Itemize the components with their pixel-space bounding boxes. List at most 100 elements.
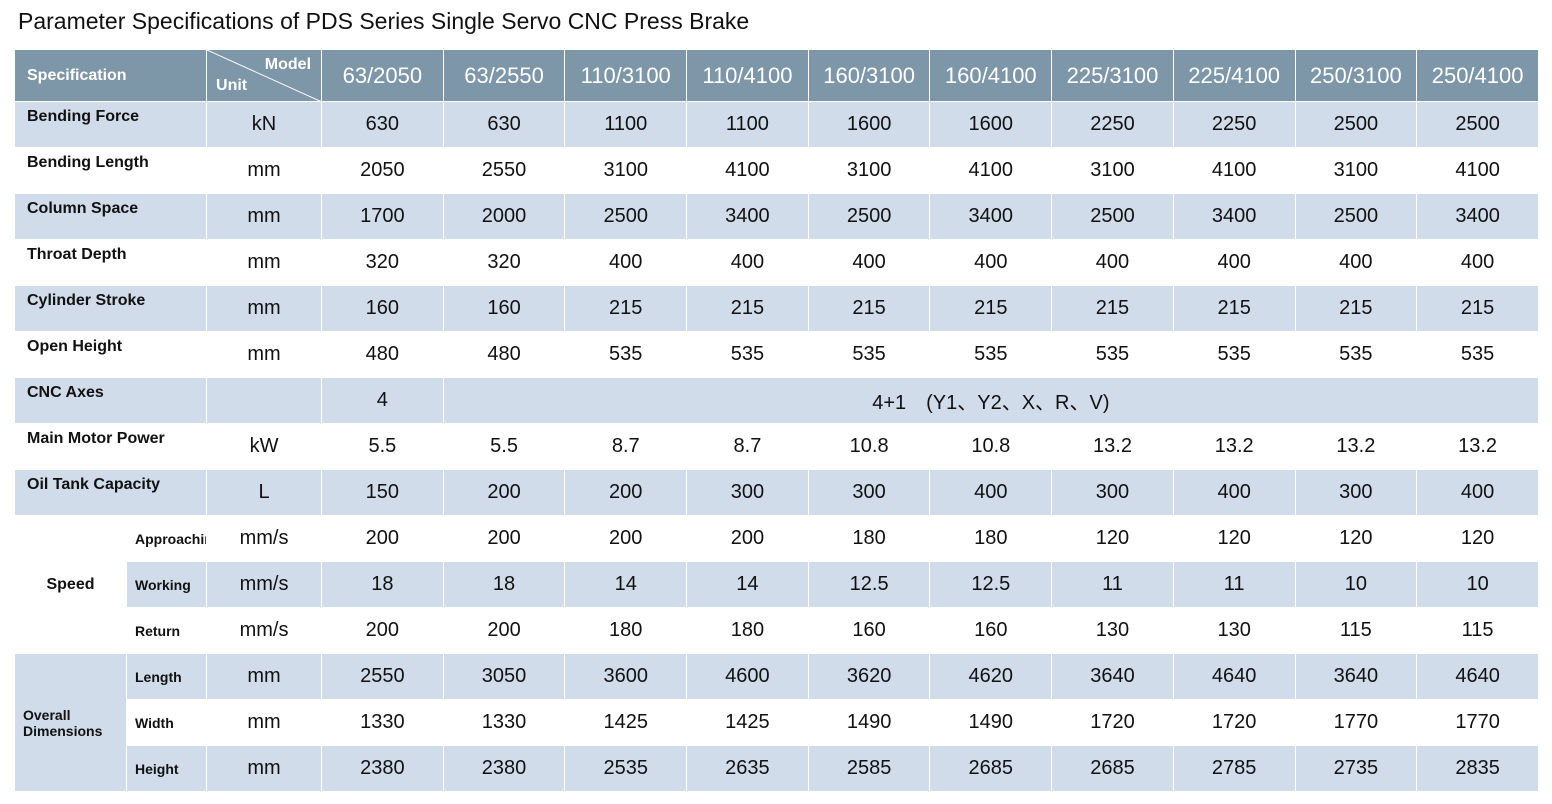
value-cell: 400 bbox=[1416, 469, 1539, 516]
sub-label: Approaching bbox=[125, 515, 208, 562]
value-cell: 300 bbox=[1294, 469, 1418, 516]
value-cell: 1100 bbox=[564, 101, 688, 148]
value-cell: 10.8 bbox=[807, 423, 931, 470]
value-cell: 8.7 bbox=[564, 423, 688, 470]
unit-cell: mm bbox=[206, 239, 323, 286]
header-specification: Specification bbox=[13, 49, 208, 102]
value-cell: 2000 bbox=[442, 193, 566, 240]
unit-cell: mm/s bbox=[206, 561, 323, 608]
value-cell: 2735 bbox=[1294, 745, 1418, 792]
value-cell: 630 bbox=[442, 101, 566, 148]
value-cell: 2500 bbox=[1416, 101, 1539, 148]
value-cell: 400 bbox=[1172, 469, 1296, 516]
value-cell: 630 bbox=[321, 101, 444, 148]
value-cell: 5.5 bbox=[442, 423, 566, 470]
value-cell: 3100 bbox=[1294, 147, 1418, 194]
value-cell: 1700 bbox=[321, 193, 444, 240]
value-cell: 11 bbox=[1051, 561, 1174, 608]
value-cell: 4100 bbox=[1416, 147, 1539, 194]
value-cell: 215 bbox=[929, 285, 1053, 332]
value-cell: 130 bbox=[1051, 607, 1174, 654]
value-cell: 4100 bbox=[929, 147, 1053, 194]
value-cell: 300 bbox=[1051, 469, 1174, 516]
value-cell: 115 bbox=[1294, 607, 1418, 654]
value-cell: 200 bbox=[442, 515, 566, 562]
diagonal-line bbox=[207, 50, 320, 101]
value-cell: 200 bbox=[321, 607, 444, 654]
value-cell: 3620 bbox=[807, 653, 931, 700]
unit-cell: mm/s bbox=[206, 607, 323, 654]
value-cell: 130 bbox=[1172, 607, 1296, 654]
value-cell: 1770 bbox=[1294, 699, 1418, 746]
value-cell: 14 bbox=[564, 561, 688, 608]
spec-row: Bending Force kN 630 630 1100 1100 1600 1600 225… bbox=[13, 101, 1539, 148]
value-cell: 1600 bbox=[929, 101, 1053, 148]
value-cell: 200 bbox=[442, 607, 566, 654]
value-cell: 120 bbox=[1172, 515, 1296, 562]
row-label: Main Motor Power bbox=[13, 423, 208, 470]
value-cell: 13.2 bbox=[1416, 423, 1539, 470]
unit-cell: mm bbox=[206, 653, 323, 700]
spec-table: Specification Model Unit 63/2050 63/2550 1… bbox=[13, 49, 1540, 792]
group-label: Overall Dimensions bbox=[14, 653, 127, 792]
value-cell: 1770 bbox=[1416, 699, 1539, 746]
row-label: CNC Axes bbox=[13, 377, 208, 424]
value-cell: 180 bbox=[929, 515, 1053, 562]
row-label: Column Space bbox=[13, 193, 208, 240]
value-cell: 215 bbox=[1172, 285, 1296, 332]
value-cell: 535 bbox=[1294, 331, 1418, 378]
row-label: Open Height bbox=[13, 331, 208, 378]
value-cell: 10 bbox=[1416, 561, 1539, 608]
spec-row: Working mm/s 18 18 14 14 12.5 12.5 11 11 10 10 bbox=[14, 561, 1539, 608]
value-cell: 200 bbox=[564, 469, 688, 516]
value-cell: 4 bbox=[321, 377, 444, 424]
spec-row: Open Height mm 480 480 535 535 535 535 535 535 535… bbox=[13, 331, 1539, 378]
value-cell: 215 bbox=[1051, 285, 1174, 332]
model-header: 225/4100 bbox=[1172, 49, 1296, 102]
value-cell: 13.2 bbox=[1294, 423, 1418, 470]
value-cell: 3640 bbox=[1294, 653, 1418, 700]
value-cell: 200 bbox=[321, 515, 444, 562]
spec-row: Overall Dimensions Length mm 2550 3050 3600 46… bbox=[14, 653, 1539, 792]
value-cell: 2685 bbox=[1051, 745, 1174, 792]
value-cell: 215 bbox=[1294, 285, 1418, 332]
value-cell: 2380 bbox=[442, 745, 566, 792]
value-cell: 2500 bbox=[807, 193, 931, 240]
value-cell: 4100 bbox=[686, 147, 809, 194]
sub-label: Return bbox=[125, 607, 208, 654]
value-cell: 535 bbox=[1051, 331, 1174, 378]
value-cell: 3600 bbox=[564, 653, 688, 700]
value-cell: 300 bbox=[686, 469, 809, 516]
value-cell: 10 bbox=[1294, 561, 1418, 608]
value-cell: 4100 bbox=[1172, 147, 1296, 194]
spec-row: Return mm/s 200 200 180 180 160 160 130 130 115 115 bbox=[15, 607, 1539, 654]
group-label: Speed bbox=[14, 515, 127, 654]
value-cell: 2550 bbox=[442, 147, 566, 194]
value-cell: 400 bbox=[929, 239, 1053, 286]
unit-cell: mm bbox=[206, 745, 323, 792]
value-cell: 2250 bbox=[1051, 101, 1174, 148]
value-cell: 535 bbox=[929, 331, 1053, 378]
value-cell: 320 bbox=[442, 239, 566, 286]
value-cell: 535 bbox=[1416, 331, 1539, 378]
value-cell: 120 bbox=[1294, 515, 1418, 562]
value-cell: 300 bbox=[807, 469, 931, 516]
model-header: 250/3100 bbox=[1294, 49, 1418, 102]
spec-row: Cylinder Stroke mm 160 160 215 215 215 215 215 21… bbox=[13, 285, 1539, 332]
value-cell: 535 bbox=[686, 331, 809, 378]
value-cell: 1100 bbox=[686, 101, 809, 148]
value-cell: 180 bbox=[686, 607, 809, 654]
unit-cell bbox=[206, 377, 323, 424]
value-cell: 1490 bbox=[929, 699, 1053, 746]
value-cell: 215 bbox=[1416, 285, 1539, 332]
model-header: 110/3100 bbox=[564, 49, 688, 102]
value-cell: 10.8 bbox=[929, 423, 1053, 470]
spec-row: Main Motor Power kW 5.5 5.5 8.7 8.7 10.8 10.8 13… bbox=[13, 423, 1539, 470]
row-label: Cylinder Stroke bbox=[13, 285, 208, 332]
header-unit: Unit bbox=[216, 77, 248, 94]
row-label: Bending Length bbox=[13, 147, 208, 194]
value-cell: 535 bbox=[1172, 331, 1296, 378]
sub-label: Height bbox=[125, 745, 208, 792]
header-model: Model bbox=[264, 56, 312, 73]
